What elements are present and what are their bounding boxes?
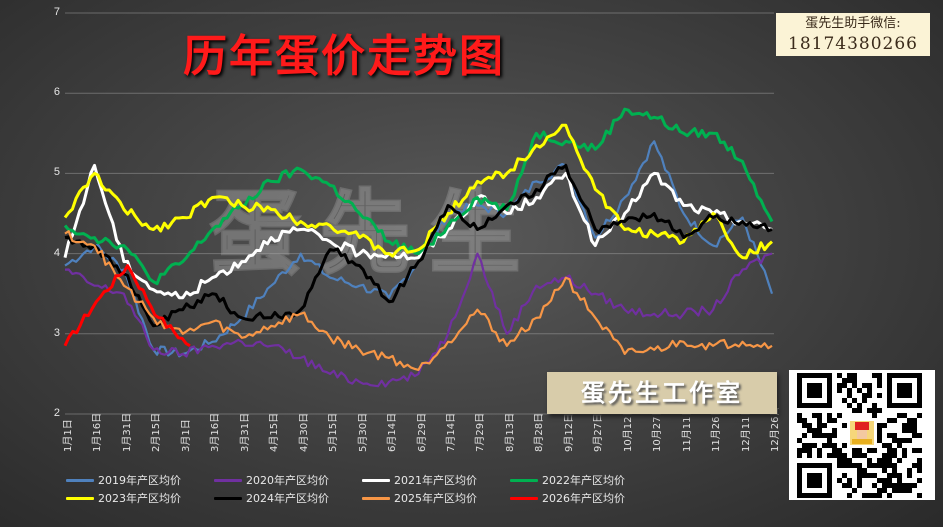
x-tick-label: 4月30日 xyxy=(298,412,310,452)
contact-label: 蛋先生助手微信: xyxy=(805,16,901,31)
x-tick-label: 6月14日 xyxy=(387,412,399,452)
x-tick-label: 1月1日 xyxy=(63,419,74,452)
x-tick-label: 9月12日 xyxy=(563,412,575,452)
x-tick-label: 3月16日 xyxy=(210,412,222,452)
legend-swatch-icon xyxy=(66,496,94,500)
x-tick-label: 7月14日 xyxy=(445,412,457,452)
x-tick-label: 9月27日 xyxy=(593,412,605,452)
x-tick-label: 1月31日 xyxy=(121,412,133,452)
legend-label: 2022年产区均价 xyxy=(542,474,625,487)
series-line-2025年产区均价 xyxy=(64,230,773,371)
legend-item: 2023年产区均价 xyxy=(66,490,181,506)
legend-item: 2020年产区均价 xyxy=(214,472,329,488)
legend-item: 2025年产区均价 xyxy=(362,490,477,506)
x-tick-label: 6月29日 xyxy=(416,412,428,452)
x-tick-label: 1月16日 xyxy=(92,412,104,452)
studio-banner: 蛋先生工作室 xyxy=(547,372,777,414)
chart-title: 历年蛋价走势图 xyxy=(183,31,505,82)
legend-item: 2024年产区均价 xyxy=(214,490,329,506)
y-tick-label: 4 xyxy=(53,246,60,259)
y-tick-label: 6 xyxy=(53,86,60,99)
x-tick-label: 5月15日 xyxy=(328,412,340,452)
legend-swatch-icon xyxy=(362,478,390,482)
legend-swatch-icon xyxy=(214,496,242,500)
series-line-2026年产区均价 xyxy=(63,264,191,348)
contact-phone: 18174380266 xyxy=(788,34,918,54)
legend-swatch-icon xyxy=(66,478,94,482)
series-line-2020年产区均价 xyxy=(64,252,773,388)
legend-swatch-icon xyxy=(214,478,242,482)
legend-label: 2026年产区均价 xyxy=(542,492,625,505)
series-line-2024年产区均价 xyxy=(64,163,773,328)
x-tick-label: 4月15日 xyxy=(269,412,281,452)
legend-swatch-icon xyxy=(510,496,538,500)
legend-label: 2021年产区均价 xyxy=(394,474,477,487)
legend-label: 2023年产区均价 xyxy=(98,492,181,505)
y-tick-label: 3 xyxy=(53,326,60,339)
legend-label: 2025年产区均价 xyxy=(394,492,477,505)
legend-label: 2020年产区均价 xyxy=(246,474,329,487)
x-tick-label: 8月13日 xyxy=(504,412,516,452)
legend-swatch-icon xyxy=(510,478,538,482)
series-line-2021年产区均价 xyxy=(63,163,773,300)
legend-item: 2022年产区均价 xyxy=(510,472,625,488)
legend-item: 2026年产区均价 xyxy=(510,490,625,506)
legend-item: 2021年产区均价 xyxy=(362,472,477,488)
legend-swatch-icon xyxy=(362,496,390,500)
qr-pattern xyxy=(797,373,922,498)
contact-box: 蛋先生助手微信: 18174380266 xyxy=(776,13,930,56)
y-tick-label: 7 xyxy=(53,6,60,18)
series-line-2022年产区均价 xyxy=(63,107,774,286)
legend-item: 2019年产区均价 xyxy=(66,472,181,488)
x-tick-label: 2月15日 xyxy=(151,412,163,452)
qr-code-icon xyxy=(789,370,935,500)
x-tick-label: 3月31日 xyxy=(239,412,251,452)
legend-label: 2024年产区均价 xyxy=(246,492,329,505)
legend-label: 2019年产区均价 xyxy=(98,474,181,487)
x-tick-label: 8月28日 xyxy=(534,412,546,452)
x-tick-label: 5月30日 xyxy=(357,412,369,452)
y-tick-label: 2 xyxy=(53,407,60,419)
x-tick-label: 3月1日 xyxy=(180,419,192,452)
y-tick-label: 5 xyxy=(53,166,60,179)
x-tick-label: 7月29日 xyxy=(475,412,487,452)
watermark: 蛋先生 xyxy=(209,180,540,288)
series-line-2023年产区均价 xyxy=(63,123,773,260)
